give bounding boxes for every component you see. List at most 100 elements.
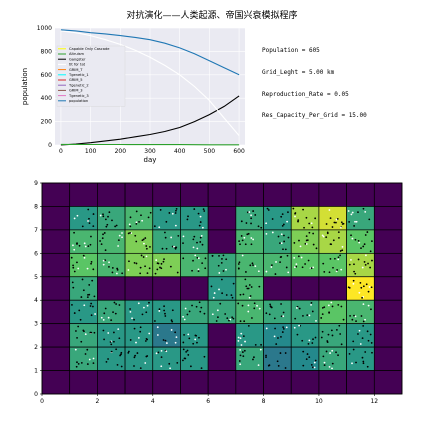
agent-marker bbox=[300, 256, 303, 259]
agent-marker bbox=[173, 245, 175, 248]
agent-marker bbox=[171, 245, 174, 248]
agent-marker bbox=[310, 267, 313, 270]
agent-marker bbox=[350, 213, 353, 216]
agent-marker bbox=[244, 243, 247, 246]
agent-marker bbox=[337, 258, 340, 261]
agent-marker bbox=[160, 356, 163, 359]
agent-marker bbox=[256, 304, 258, 307]
agent-marker bbox=[90, 314, 93, 317]
grid-cell bbox=[207, 370, 237, 395]
agent-marker bbox=[139, 272, 142, 275]
agent-marker bbox=[369, 333, 372, 336]
agent-marker bbox=[328, 271, 331, 274]
agent-marker bbox=[103, 338, 105, 341]
agent-marker bbox=[114, 225, 117, 228]
agent-marker bbox=[112, 340, 115, 343]
grid-cell bbox=[97, 206, 126, 231]
agent-marker bbox=[237, 263, 240, 265]
agent-marker bbox=[350, 234, 352, 237]
agent-marker bbox=[128, 223, 131, 226]
agent-marker bbox=[195, 305, 198, 308]
agent-marker bbox=[337, 303, 340, 306]
agent-marker bbox=[253, 302, 256, 305]
agent-marker bbox=[226, 317, 229, 320]
agent-marker bbox=[156, 326, 159, 329]
agent-marker bbox=[216, 309, 219, 312]
agent-marker bbox=[331, 226, 334, 228]
agent-marker bbox=[280, 335, 282, 338]
agent-marker bbox=[72, 266, 75, 269]
agent-marker bbox=[357, 258, 360, 261]
agent-marker bbox=[351, 237, 354, 240]
agent-marker bbox=[312, 232, 315, 235]
agent-marker bbox=[254, 343, 257, 346]
agent-marker bbox=[107, 332, 110, 334]
agent-marker bbox=[129, 225, 132, 228]
agent-marker bbox=[348, 221, 351, 223]
agent-marker bbox=[358, 329, 361, 332]
agent-marker bbox=[239, 320, 242, 323]
agent-marker bbox=[329, 243, 332, 246]
agent-marker bbox=[182, 235, 185, 238]
agent-marker bbox=[254, 265, 257, 267]
agent-marker bbox=[111, 267, 114, 269]
agent-marker bbox=[183, 333, 185, 336]
agent-marker bbox=[164, 339, 167, 342]
agent-marker bbox=[82, 289, 85, 292]
agent-marker bbox=[155, 352, 158, 355]
agent-marker bbox=[362, 325, 365, 327]
grid-cell bbox=[207, 206, 237, 231]
agent-marker bbox=[330, 329, 333, 332]
agent-marker bbox=[238, 240, 241, 243]
grid-cell bbox=[41, 276, 71, 301]
agent-marker bbox=[204, 267, 207, 270]
agent-marker bbox=[362, 285, 365, 288]
agent-marker bbox=[354, 315, 357, 318]
agent-marker bbox=[306, 353, 309, 355]
agent-marker bbox=[294, 212, 297, 214]
agent-marker bbox=[102, 233, 104, 236]
agent-marker bbox=[160, 267, 163, 270]
y-tick-label: 4 bbox=[34, 297, 38, 304]
agent-marker bbox=[354, 238, 357, 241]
agent-marker bbox=[241, 239, 244, 242]
agent-marker bbox=[174, 331, 177, 334]
agent-marker bbox=[80, 362, 83, 364]
agent-marker bbox=[252, 264, 254, 267]
agent-marker bbox=[363, 261, 366, 263]
y-tick-label: 600 bbox=[41, 72, 53, 79]
agent-marker bbox=[340, 305, 343, 308]
legend-label: GRIM_T bbox=[69, 68, 83, 72]
agent-marker bbox=[313, 366, 316, 369]
agent-marker bbox=[135, 341, 137, 344]
agent-marker bbox=[250, 222, 252, 225]
x-tick-label: 600 bbox=[233, 148, 245, 155]
agent-marker bbox=[365, 254, 367, 257]
grid-cell bbox=[152, 370, 181, 395]
agent-marker bbox=[73, 248, 76, 251]
agent-marker bbox=[365, 283, 368, 286]
agent-marker bbox=[90, 302, 93, 305]
agent-marker bbox=[76, 361, 78, 364]
agent-marker bbox=[139, 367, 142, 370]
grid-cell bbox=[97, 346, 126, 371]
agent-marker bbox=[199, 215, 202, 218]
agent-marker bbox=[116, 363, 119, 366]
agent-marker bbox=[302, 314, 304, 317]
figure-title: 对抗演化——人类起源、帝国兴衰模拟程序 bbox=[126, 11, 298, 21]
agent-marker bbox=[312, 266, 315, 269]
agent-marker bbox=[110, 350, 113, 353]
agent-marker bbox=[302, 208, 304, 211]
agent-marker bbox=[191, 269, 193, 272]
agent-marker bbox=[148, 332, 151, 335]
agent-marker bbox=[280, 315, 283, 318]
agent-marker bbox=[362, 320, 365, 323]
agent-marker bbox=[265, 232, 268, 235]
agent-marker bbox=[242, 355, 245, 358]
agent-marker bbox=[367, 339, 370, 342]
agent-marker bbox=[82, 254, 85, 257]
agent-marker bbox=[169, 265, 172, 268]
agent-marker bbox=[315, 247, 318, 250]
agent-marker bbox=[282, 315, 285, 318]
agent-marker bbox=[237, 340, 240, 342]
